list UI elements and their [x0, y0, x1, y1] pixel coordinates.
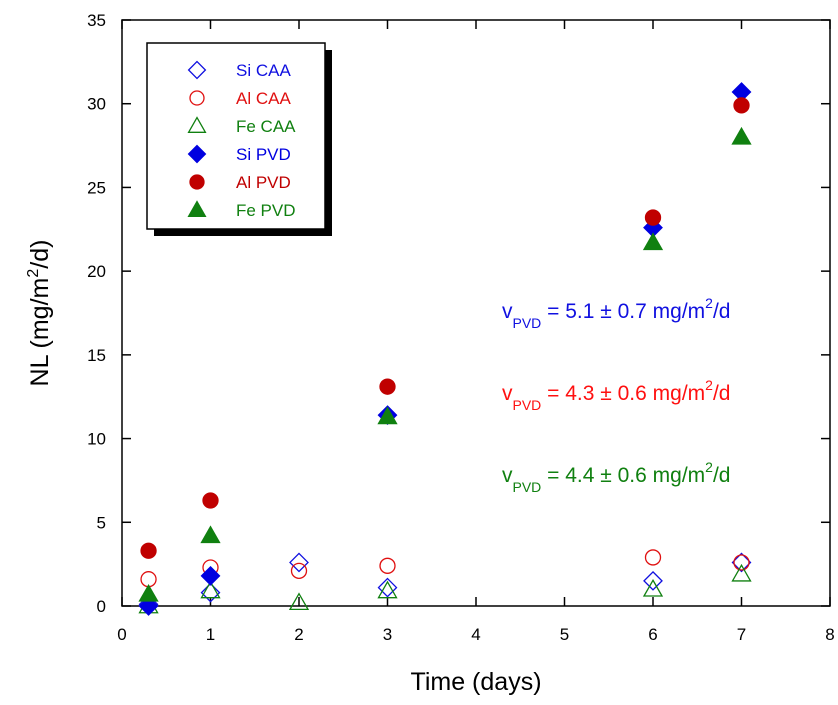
annotation-part: v: [502, 300, 513, 323]
point: [643, 570, 663, 591]
y-label-part: NL (mg/m: [26, 278, 54, 387]
x-tick-label: 8: [825, 625, 834, 644]
annotation-sup: 2: [705, 295, 713, 311]
point: [379, 557, 396, 574]
legend-label: Al PVD: [236, 173, 291, 192]
y-label-sup: 2: [25, 269, 42, 278]
point: [200, 565, 221, 586]
point: [200, 525, 221, 544]
point: [288, 592, 310, 611]
y-label-part: /d): [26, 240, 54, 269]
x-tick-label: 2: [294, 625, 303, 644]
y-tick-label: 10: [87, 430, 106, 449]
point: [200, 580, 221, 599]
point: [731, 563, 752, 582]
annotation-part: = 4.4 ± 0.6 mg/m: [541, 464, 705, 487]
legend-label: Fe CAA: [236, 117, 296, 136]
point: [377, 577, 398, 598]
point: [138, 583, 159, 602]
point: [733, 554, 750, 571]
legend-box: [146, 42, 326, 230]
point: [187, 200, 207, 217]
point: [642, 232, 664, 251]
point: [644, 209, 662, 226]
legend-label: Si PVD: [236, 145, 291, 164]
y-tick-label: 5: [97, 513, 106, 532]
annotation-part: /d: [713, 382, 731, 405]
point: [733, 97, 750, 114]
annotation-part: /d: [713, 300, 731, 323]
point: [289, 552, 309, 573]
annotation-sub: PVD: [513, 479, 542, 495]
x-tick-label: 6: [648, 625, 657, 644]
annotation-sup: 2: [705, 377, 713, 393]
y-tick-label: 35: [87, 11, 106, 30]
legend-label: Fe PVD: [236, 201, 296, 220]
annotation-sub: PVD: [513, 315, 542, 331]
point: [377, 406, 398, 425]
legend-label: Al CAA: [236, 89, 291, 108]
y-tick-label: 20: [87, 262, 106, 281]
annotation: vPVD = 4.3 ± 0.6 mg/m2/d: [502, 377, 730, 413]
annotation-part: /d: [713, 464, 731, 487]
point: [202, 492, 219, 509]
point: [377, 580, 398, 599]
y-tick-label: 30: [87, 95, 106, 114]
annotation-part: = 4.3 ± 0.6 mg/m: [541, 382, 705, 405]
point: [200, 582, 221, 603]
annotation: vPVD = 5.1 ± 0.7 mg/m2/d: [502, 295, 730, 331]
point: [731, 126, 752, 145]
point: [642, 578, 664, 597]
x-axis-label: Time (days): [410, 668, 541, 696]
y-tick-label: 15: [87, 346, 106, 365]
annotation-part: = 5.1 ± 0.7 mg/m: [541, 300, 705, 323]
y-tick-label: 25: [87, 178, 106, 197]
point: [290, 562, 308, 579]
point: [189, 174, 205, 190]
x-tick-label: 0: [117, 625, 126, 644]
point: [189, 90, 205, 106]
x-tick-label: 5: [560, 625, 569, 644]
point: [187, 144, 207, 164]
point: [187, 60, 207, 80]
annotation-part: v: [502, 382, 513, 405]
annotation-part: v: [502, 464, 513, 487]
point: [644, 549, 662, 566]
point: [187, 116, 207, 133]
annotation: vPVD = 4.4 ± 0.6 mg/m2/d: [502, 459, 730, 495]
point: [140, 542, 157, 559]
x-tick-label: 1: [206, 625, 215, 644]
annotation-sub: PVD: [513, 397, 542, 413]
x-tick-label: 3: [383, 625, 392, 644]
y-axis-label: NL (mg/m2/d): [25, 240, 54, 387]
x-tick-label: 7: [737, 625, 746, 644]
legend-label: Si CAA: [236, 61, 291, 80]
y-tick-label: 0: [97, 597, 106, 616]
annotation-sup: 2: [705, 459, 713, 475]
point: [731, 552, 752, 573]
point: [379, 378, 396, 395]
x-tick-label: 4: [471, 625, 480, 644]
